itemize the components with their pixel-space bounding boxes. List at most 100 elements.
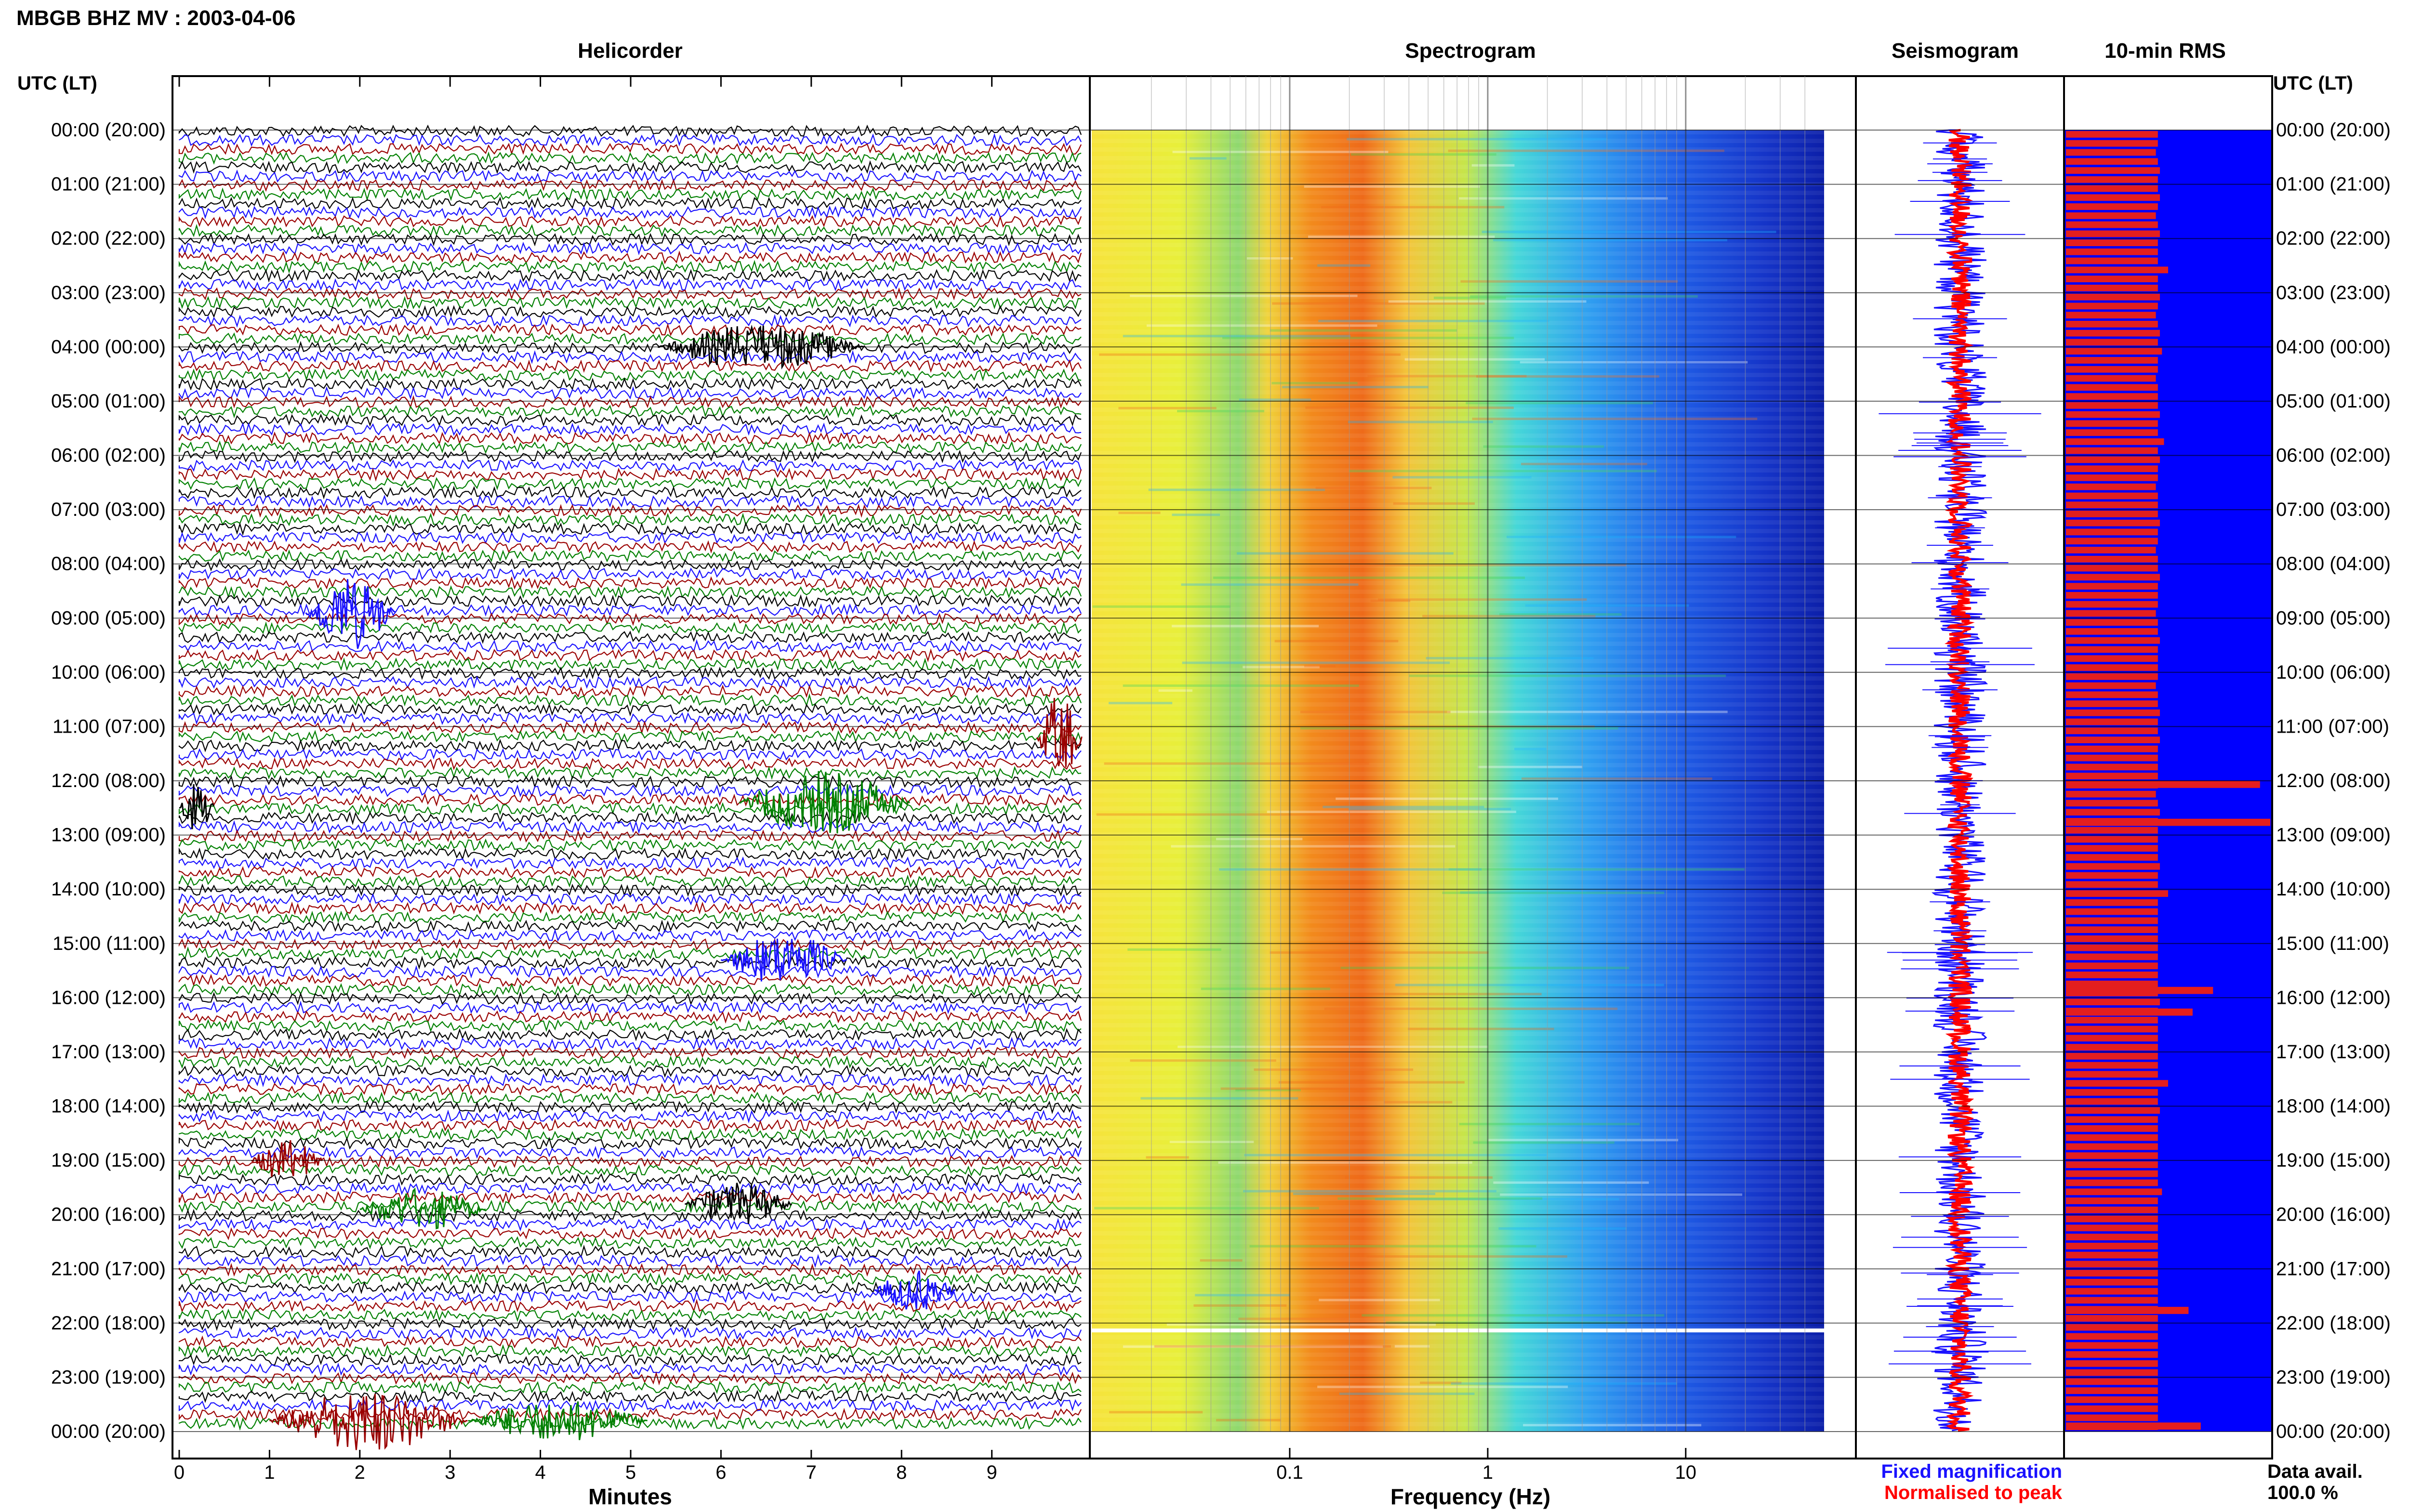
spectrogram-streak [1243, 666, 1320, 669]
helicorder-trace [178, 1236, 1082, 1249]
helicorder-trace [178, 1127, 1082, 1142]
rms-bar [2066, 800, 2158, 807]
helicorder-trace [178, 1118, 1082, 1132]
spectrogram-streak [1426, 657, 1594, 659]
rms-bar [2066, 1261, 2158, 1268]
seismogram-title: Seismogram [1892, 39, 2019, 63]
y-tick-label-left: 09:00 (05:00) [51, 607, 166, 629]
legend-normalised-to-peak: Normalised to peak [1884, 1482, 2063, 1503]
rms-bar [2066, 1152, 2158, 1159]
rms-bar [2066, 1251, 2158, 1259]
spectrogram-x-tick-label: 10 [1675, 1462, 1697, 1483]
spectrogram-streak [1305, 407, 1514, 409]
spectrogram-streak [1323, 805, 1484, 808]
rms-bar [2066, 619, 2158, 626]
helicorder-trace [178, 748, 1082, 762]
rms-bar [2066, 1052, 2158, 1060]
spectrogram-streak [1347, 138, 1607, 141]
rms-bar [2066, 763, 2158, 771]
helicorder-trace [178, 359, 1082, 373]
helicorder-trace [178, 422, 1082, 437]
spectrogram-streak [1404, 358, 1545, 361]
helicorder-trace [178, 241, 1082, 256]
helicorder-x-tick-label: 5 [625, 1462, 636, 1483]
spectrogram-streak [1118, 512, 1161, 514]
helicorder-trace [178, 540, 1082, 554]
rms-bar [2066, 393, 2158, 400]
rms-title: 10-min RMS [2105, 39, 2226, 63]
spectrogram-streak [1118, 407, 1217, 409]
helicorder-trace [178, 711, 1082, 725]
helicorder-trace [178, 738, 1082, 752]
y-tick-label-left: 03:00 (23:00) [51, 282, 166, 303]
helicorder-event [269, 1394, 468, 1450]
rms-bar [2066, 1188, 2162, 1196]
y-tick-label-right: 16:00 (12:00) [2276, 987, 2391, 1008]
rms-bar [2066, 185, 2158, 192]
rms-bar [2066, 547, 2156, 553]
rms-bar [2066, 131, 2158, 138]
rms-bar [2066, 1297, 2158, 1304]
rms-bar [2066, 321, 2158, 328]
helicorder-trace [178, 486, 1082, 500]
helicorder-x-label: Minutes [588, 1484, 672, 1509]
spectrogram-x-tick-label: 0.1 [1276, 1462, 1303, 1483]
y-tick-label-left: 22:00 (18:00) [51, 1313, 166, 1334]
helicorder-trace [178, 1245, 1082, 1259]
helicorder-trace [178, 1389, 1082, 1404]
helicorder-trace [178, 576, 1082, 590]
hour-gridlines [172, 130, 2272, 1432]
y-tick-label-right: 07:00 (03:00) [2276, 499, 2391, 520]
spectrogram-streak [1394, 1345, 1430, 1348]
helicorder-trace [178, 594, 1082, 608]
helicorder-trace [178, 178, 1082, 192]
spectrogram-streak [1238, 1317, 1349, 1320]
rms-bar [2066, 890, 2168, 897]
y-tick-label-left: 05:00 (01:00) [51, 391, 166, 412]
rms-bar [2066, 881, 2158, 888]
helicorder-trace [178, 394, 1082, 409]
y-tick-label-left: 19:00 (15:00) [51, 1150, 166, 1171]
spectrogram-streak [1218, 1161, 1472, 1164]
helicorder-trace [178, 549, 1082, 563]
y-tick-label-right: 19:00 (15:00) [2276, 1150, 2391, 1171]
rms-bar [2066, 1396, 2158, 1403]
y-tick-label-left: 23:00 (19:00) [51, 1367, 166, 1388]
spectrogram-streak [1219, 868, 1482, 871]
helicorder-trace [178, 1362, 1082, 1376]
spectrogram-streak [1166, 1323, 1436, 1326]
helicorder-trace [178, 675, 1082, 689]
rms-bar [2066, 754, 2158, 762]
rms-bar [2066, 736, 2160, 743]
y-tick-label-right: 20:00 (16:00) [2276, 1204, 2391, 1225]
y-tick-label-right: 03:00 (23:00) [2276, 282, 2391, 303]
helicorder-trace [178, 802, 1082, 816]
spectrogram-gap [1092, 1328, 1824, 1333]
helicorder-trace [178, 865, 1082, 879]
spectrogram-streak [1237, 552, 1454, 555]
spectrogram-streak [1270, 951, 1489, 954]
spectrogram-streak [1222, 337, 1514, 340]
rms-bar [2066, 863, 2160, 870]
spectrogram-streak [1140, 1097, 1298, 1100]
y-tick-label-left: 01:00 (21:00) [51, 174, 166, 195]
helicorder-trace [178, 946, 1082, 960]
spectrogram-streak [1451, 1382, 1677, 1385]
spectrogram-streak [1349, 470, 1657, 473]
helicorder-trace [178, 757, 1082, 771]
spectrogram-streak [1520, 361, 1748, 364]
spectrogram-streak [1514, 748, 1547, 750]
helicorder-trace [178, 983, 1082, 997]
rms-bar [2066, 664, 2158, 671]
y-tick-label-right: 17:00 (13:00) [2276, 1041, 2391, 1063]
rms-bar [2066, 908, 2158, 915]
y-tick-label-right: 18:00 (14:00) [2276, 1096, 2391, 1117]
spectrogram-streak [1216, 1419, 1281, 1421]
helicorder-trace [178, 151, 1082, 165]
helicorder-trace [178, 143, 1082, 156]
spectrogram-streak [1094, 1207, 1319, 1210]
rms-bar [2066, 1197, 2158, 1204]
rms-bar [2066, 1071, 2158, 1078]
rms-bar [2066, 682, 2156, 689]
helicorder-trace [178, 703, 1082, 717]
